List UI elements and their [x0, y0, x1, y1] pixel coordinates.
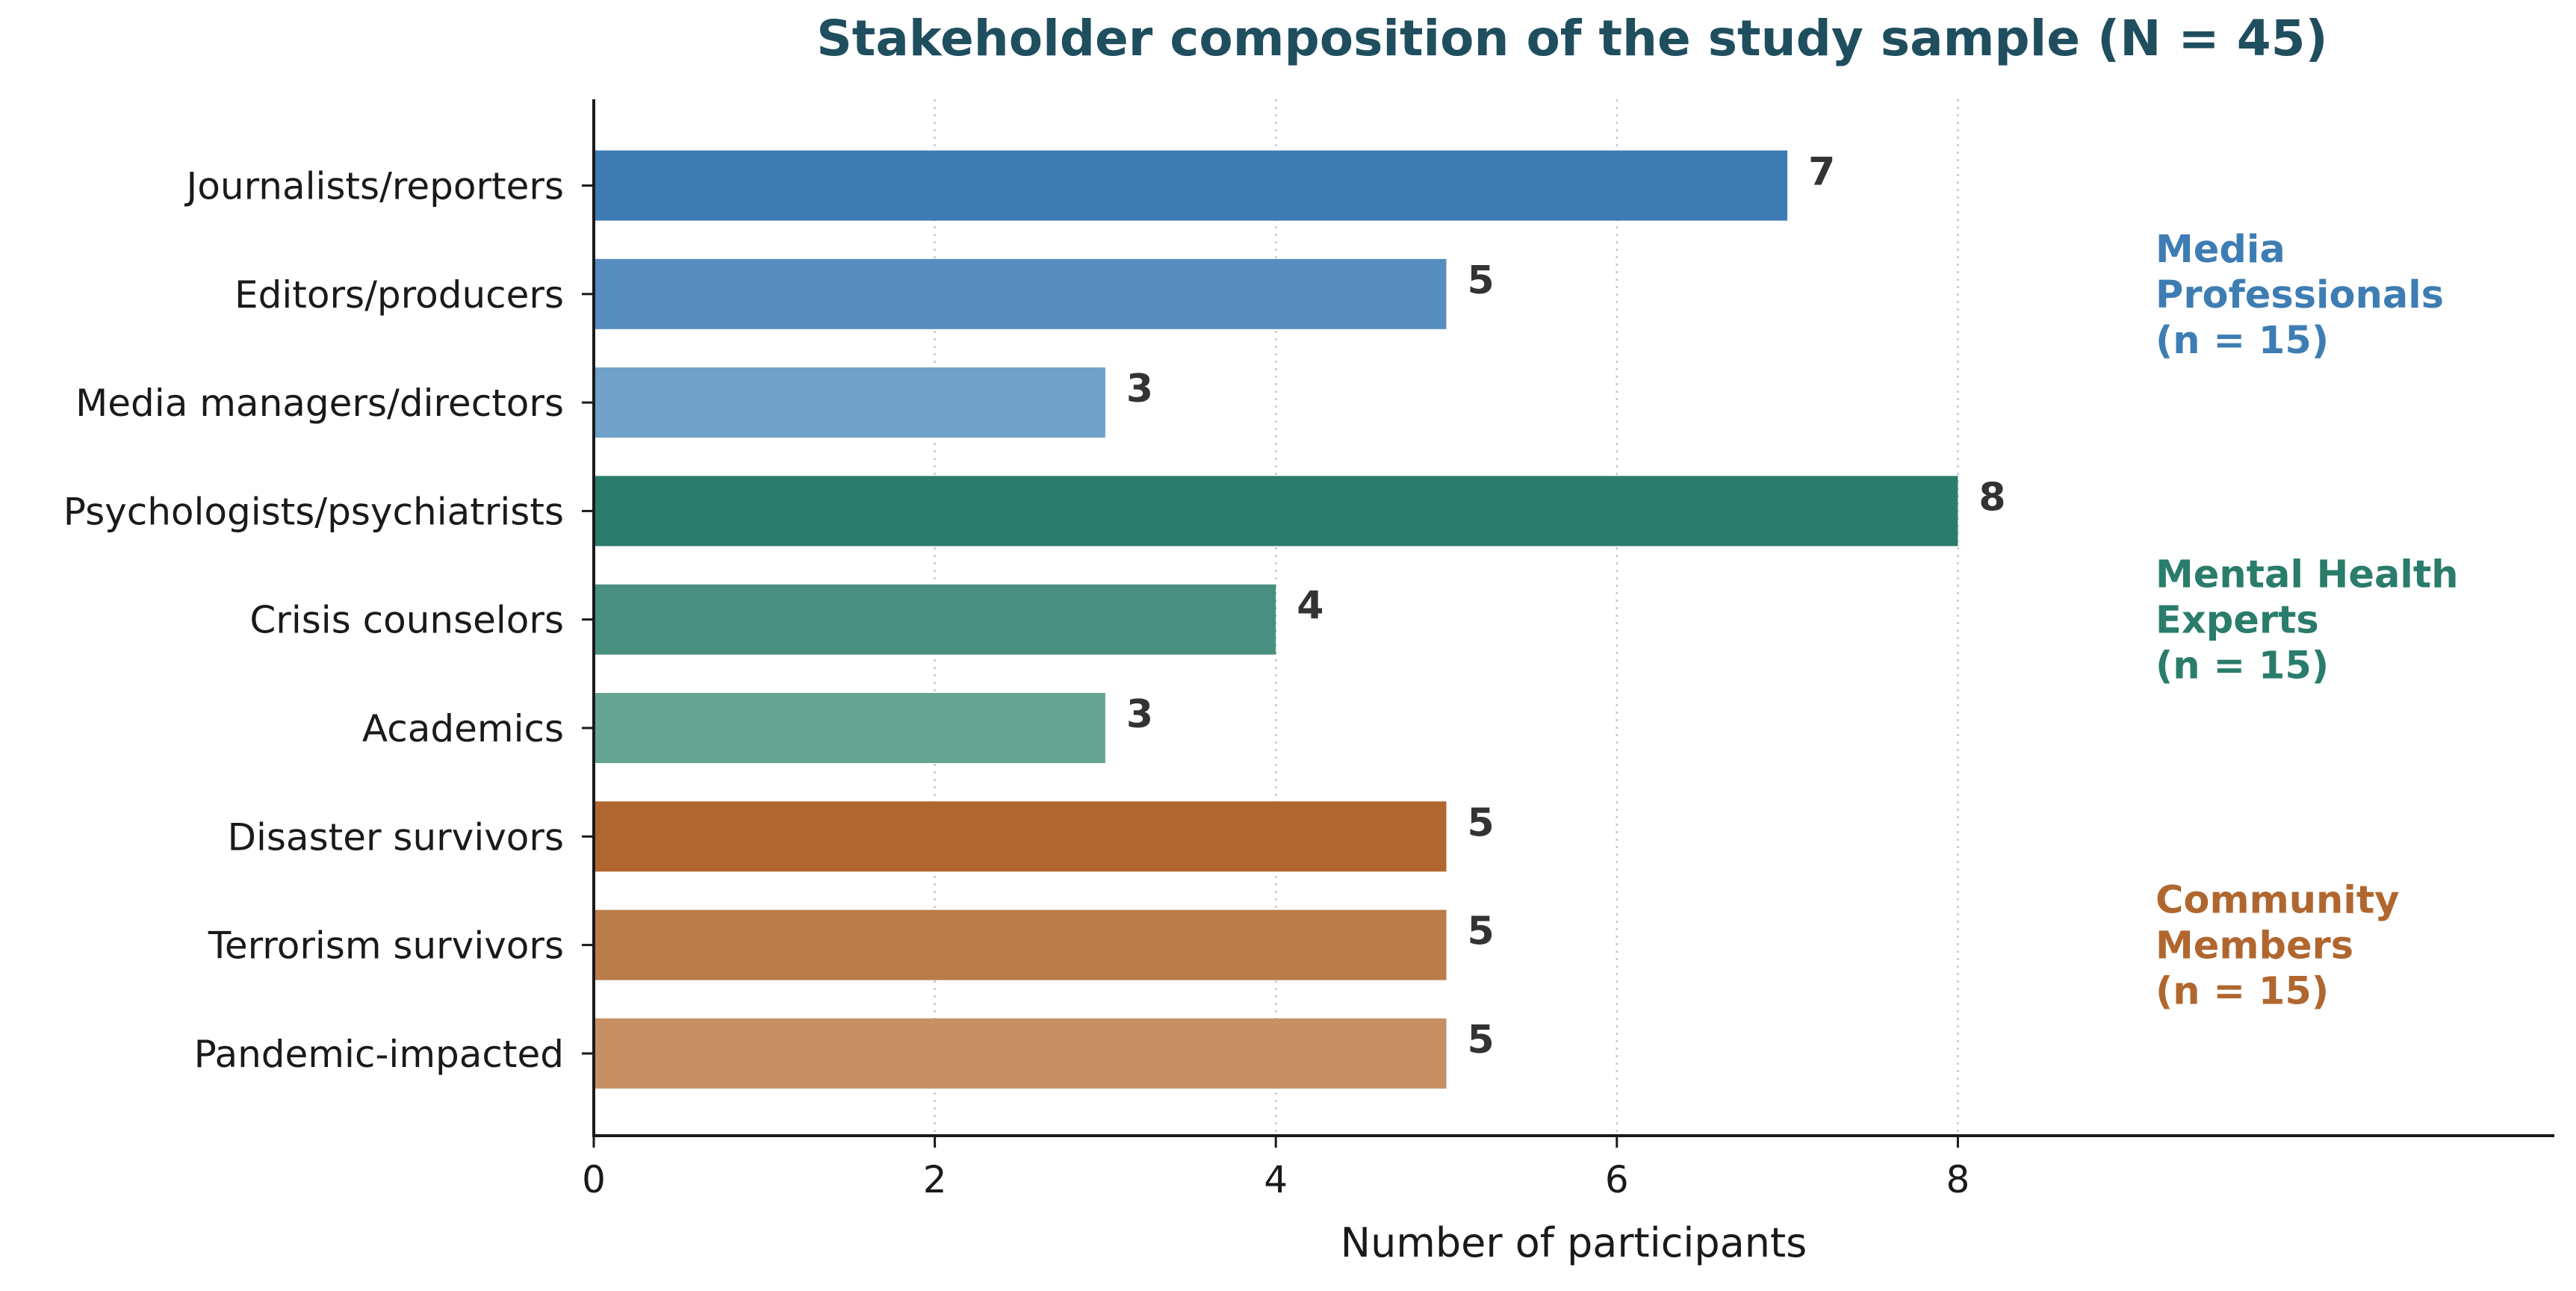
group-label-line: (n = 15)	[2156, 970, 2329, 1014]
data-label: 4	[1297, 584, 1323, 629]
group-label-line: Mental Health	[2156, 553, 2459, 597]
x-tick-label: 4	[1264, 1158, 1288, 1201]
bar	[594, 584, 1276, 655]
y-tick-label: Disaster survivors	[227, 815, 564, 859]
x-tick-label: 6	[1605, 1158, 1629, 1201]
data-label: 5	[1468, 909, 1495, 954]
bar	[594, 367, 1105, 438]
group-annotations: Media Professionals (n = 15)Mental Health E…	[2156, 228, 2459, 1014]
group-label: Mental Health Experts (n = 15)	[2156, 553, 2459, 688]
group-label-line: Media	[2156, 228, 2285, 272]
bar	[594, 909, 1447, 980]
group-label-line: Members	[2156, 924, 2353, 968]
y-tick-label: Terrorism survivors	[208, 924, 564, 968]
data-label: 8	[1978, 475, 2005, 520]
group-label-line: (n = 15)	[2156, 319, 2329, 363]
y-tick-label: Crisis counselors	[249, 599, 564, 642]
bar	[594, 693, 1105, 763]
data-label: 5	[1468, 258, 1495, 303]
bars	[594, 150, 1958, 1089]
bar	[594, 1018, 1447, 1089]
x-tick-label: 2	[923, 1158, 947, 1201]
group-label-line: Community	[2156, 879, 2399, 923]
bar	[594, 476, 1958, 547]
y-tick-label: Media managers/directors	[75, 382, 564, 425]
x-ticks: 0 2 4 6 8	[582, 1136, 1970, 1201]
data-label: 3	[1126, 367, 1153, 411]
y-tick-label: Psychologists/psychiatrists	[63, 490, 564, 533]
x-axis-label: Number of participants	[1341, 1219, 1807, 1266]
data-label: 3	[1126, 692, 1153, 737]
data-label: 5	[1468, 800, 1495, 845]
y-tick-label: Editors/producers	[235, 273, 564, 317]
group-label-line: Experts	[2156, 599, 2319, 643]
data-label: 5	[1468, 1018, 1495, 1063]
group-label: Community Members (n = 15)	[2156, 879, 2399, 1014]
group-label-line: Professionals	[2156, 273, 2444, 317]
y-tick-label: Pandemic-impacted	[194, 1033, 564, 1076]
x-tick-label: 8	[1946, 1158, 1970, 1201]
y-tick-labels: Journalists/reporters Editors/producers Me…	[63, 165, 594, 1076]
chart-title: Stakeholder composition of the study sam…	[816, 10, 2327, 67]
bar	[594, 801, 1447, 872]
group-label: Media Professionals (n = 15)	[2156, 228, 2444, 363]
group-label-line: (n = 15)	[2156, 644, 2329, 688]
data-labels: 7 5 3 8 4 3 5 5 5	[1126, 150, 2006, 1063]
y-tick-label: Journalists/reporters	[184, 165, 564, 208]
y-tick-label: Academics	[362, 707, 564, 750]
bar	[594, 150, 1788, 221]
data-label: 7	[1808, 150, 1835, 195]
bar	[594, 258, 1447, 329]
x-tick-label: 0	[582, 1158, 606, 1201]
